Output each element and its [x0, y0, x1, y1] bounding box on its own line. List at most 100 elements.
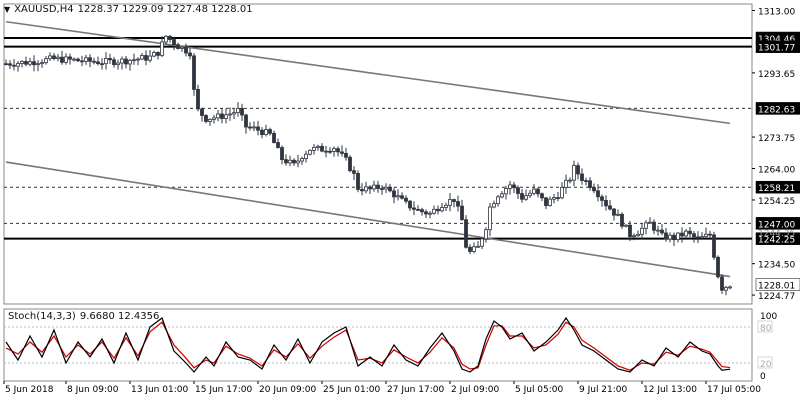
candle-body: [108, 58, 112, 61]
candle-body: [612, 208, 616, 216]
level-label-6: 1228.01: [758, 282, 795, 292]
candle-body: [632, 235, 636, 238]
candle-body: [604, 200, 608, 207]
candle-body: [524, 195, 528, 200]
stoch-tick-label-20: 20: [760, 360, 772, 370]
candle-body: [292, 159, 296, 164]
candle-body: [484, 229, 488, 240]
candle-body: [572, 165, 576, 181]
candle-body: [100, 63, 104, 66]
candle-body: [660, 229, 664, 234]
candle-body: [616, 213, 620, 216]
candle-body: [132, 59, 136, 62]
candle-body: [160, 41, 164, 56]
candle-body: [156, 52, 160, 56]
candle-body: [244, 114, 248, 128]
candle-body: [516, 187, 520, 194]
candle-body: [608, 205, 612, 210]
candle-body: [324, 150, 328, 153]
level-label-bg-1: [755, 40, 800, 53]
time-tick-label-6: 27 Jun 17:00: [387, 385, 444, 395]
level-label-5: 1242.25: [758, 236, 795, 246]
candle-body: [548, 198, 552, 206]
candle-body: [584, 180, 588, 182]
price-tick-label-1: 1293.65: [758, 70, 795, 80]
candle-body: [420, 209, 424, 213]
candle-body: [464, 219, 468, 248]
candle-body: [724, 286, 728, 291]
time-tick-label-8: 5 Jul 05:00: [515, 385, 564, 395]
candle-body: [124, 58, 128, 65]
candle-body: [76, 58, 80, 62]
candle-body: [440, 207, 444, 212]
candle-body: [580, 173, 584, 181]
candle-body: [476, 245, 480, 248]
candle-body: [60, 56, 64, 63]
candle-body: [112, 59, 116, 66]
candle-body: [8, 63, 12, 66]
candle-body: [404, 197, 408, 202]
stoch-tick-box-80: [757, 320, 773, 333]
candle-body: [696, 236, 700, 239]
candle-body: [164, 35, 168, 43]
collapse-triangle-icon[interactable]: ▼: [4, 5, 11, 14]
candle-body: [688, 230, 692, 235]
candle-body: [172, 39, 176, 46]
candle-body: [472, 246, 476, 252]
candle-body: [512, 184, 516, 189]
level-label-2: 1282.63: [758, 105, 795, 115]
candle-body: [576, 165, 580, 175]
stoch-tick-box-20: [757, 356, 773, 369]
candle-body: [320, 145, 324, 152]
time-tick-label-3: 15 Jun 17:00: [195, 385, 252, 395]
candle-body: [340, 151, 344, 154]
candle-body: [392, 190, 396, 198]
candle-body: [480, 238, 484, 247]
candle-body: [432, 208, 436, 214]
candle-body: [444, 204, 448, 208]
candle-body: [544, 197, 548, 206]
trendline-1: [5, 161, 731, 278]
candle-body: [656, 229, 660, 232]
candle-body: [352, 170, 356, 174]
time-axis: 5 Jun 2018 8 Jun 09:00 13 Jun 01:00 15 Jun …: [3, 381, 761, 395]
candle-body: [152, 52, 156, 57]
candle-body: [460, 205, 464, 221]
candle-body: [720, 276, 724, 291]
time-tick-label-0: 5 Jun 2018: [5, 385, 54, 395]
candle-body: [348, 156, 352, 172]
candle-body: [552, 197, 556, 200]
candle-body: [84, 57, 88, 62]
candle-body: [196, 89, 200, 110]
candle-body: [436, 208, 440, 212]
candle-body: [508, 184, 512, 189]
candle-body: [384, 186, 388, 190]
candle-body: [56, 56, 60, 59]
candle-body: [568, 179, 572, 182]
candle-body: [260, 129, 264, 136]
candle-body: [272, 132, 276, 143]
candle-body: [32, 61, 36, 66]
candle-body: [120, 58, 124, 64]
candle-body: [412, 207, 416, 210]
price-tick-label-2: 1273.75: [758, 134, 795, 144]
ohlc-readout: 1228.37 1229.09 1227.48 1228.01: [77, 4, 253, 15]
candle-body: [488, 206, 492, 231]
candle-body: [344, 153, 348, 158]
time-tick-label-5: 25 Jun 01:00: [323, 385, 380, 395]
candle-body: [4, 63, 8, 66]
indicator-values: 9.6680 12.4356: [79, 311, 160, 322]
candle-body: [148, 55, 152, 61]
level-label-0: 1304.46: [758, 35, 795, 45]
candle-body: [596, 190, 600, 198]
stoch-pane: [3, 308, 753, 382]
candle-body: [356, 172, 360, 190]
candle-body: [236, 108, 240, 114]
candle-body: [312, 147, 316, 151]
level-label-bg-4: [755, 217, 800, 230]
candle-body: [228, 113, 232, 116]
candle-body: [184, 46, 188, 54]
candle-body: [308, 149, 312, 155]
candle-body: [364, 186, 368, 192]
candle-body: [264, 129, 268, 136]
